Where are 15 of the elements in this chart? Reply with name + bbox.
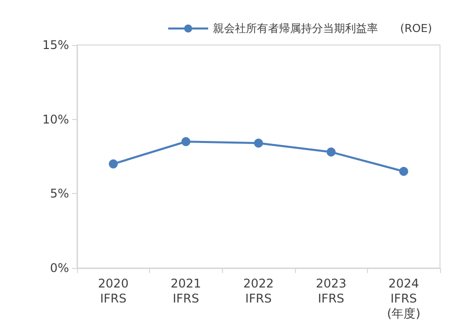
point xyxy=(326,148,336,157)
x-tick-label: 2024 IFRS (年度) xyxy=(387,276,420,320)
x-tick-label: 2020 IFRS xyxy=(98,276,129,306)
x-tick-label: 2021 IFRS xyxy=(170,276,202,306)
point xyxy=(399,166,408,176)
point xyxy=(108,159,118,168)
point xyxy=(181,137,190,146)
legend-label: 親会社所有者帰属持分当期利益率 (ROE) xyxy=(213,22,432,35)
y-tick-label: 10% xyxy=(42,112,69,126)
x-tick-label: 2023 IFRS xyxy=(316,276,346,306)
y-tick-label: 15% xyxy=(42,38,69,52)
y-tick-label: 0% xyxy=(50,261,69,275)
point xyxy=(254,138,263,148)
y-tick-label: 5% xyxy=(50,186,69,201)
x-tick-label: 2022 IFRS xyxy=(243,276,274,306)
